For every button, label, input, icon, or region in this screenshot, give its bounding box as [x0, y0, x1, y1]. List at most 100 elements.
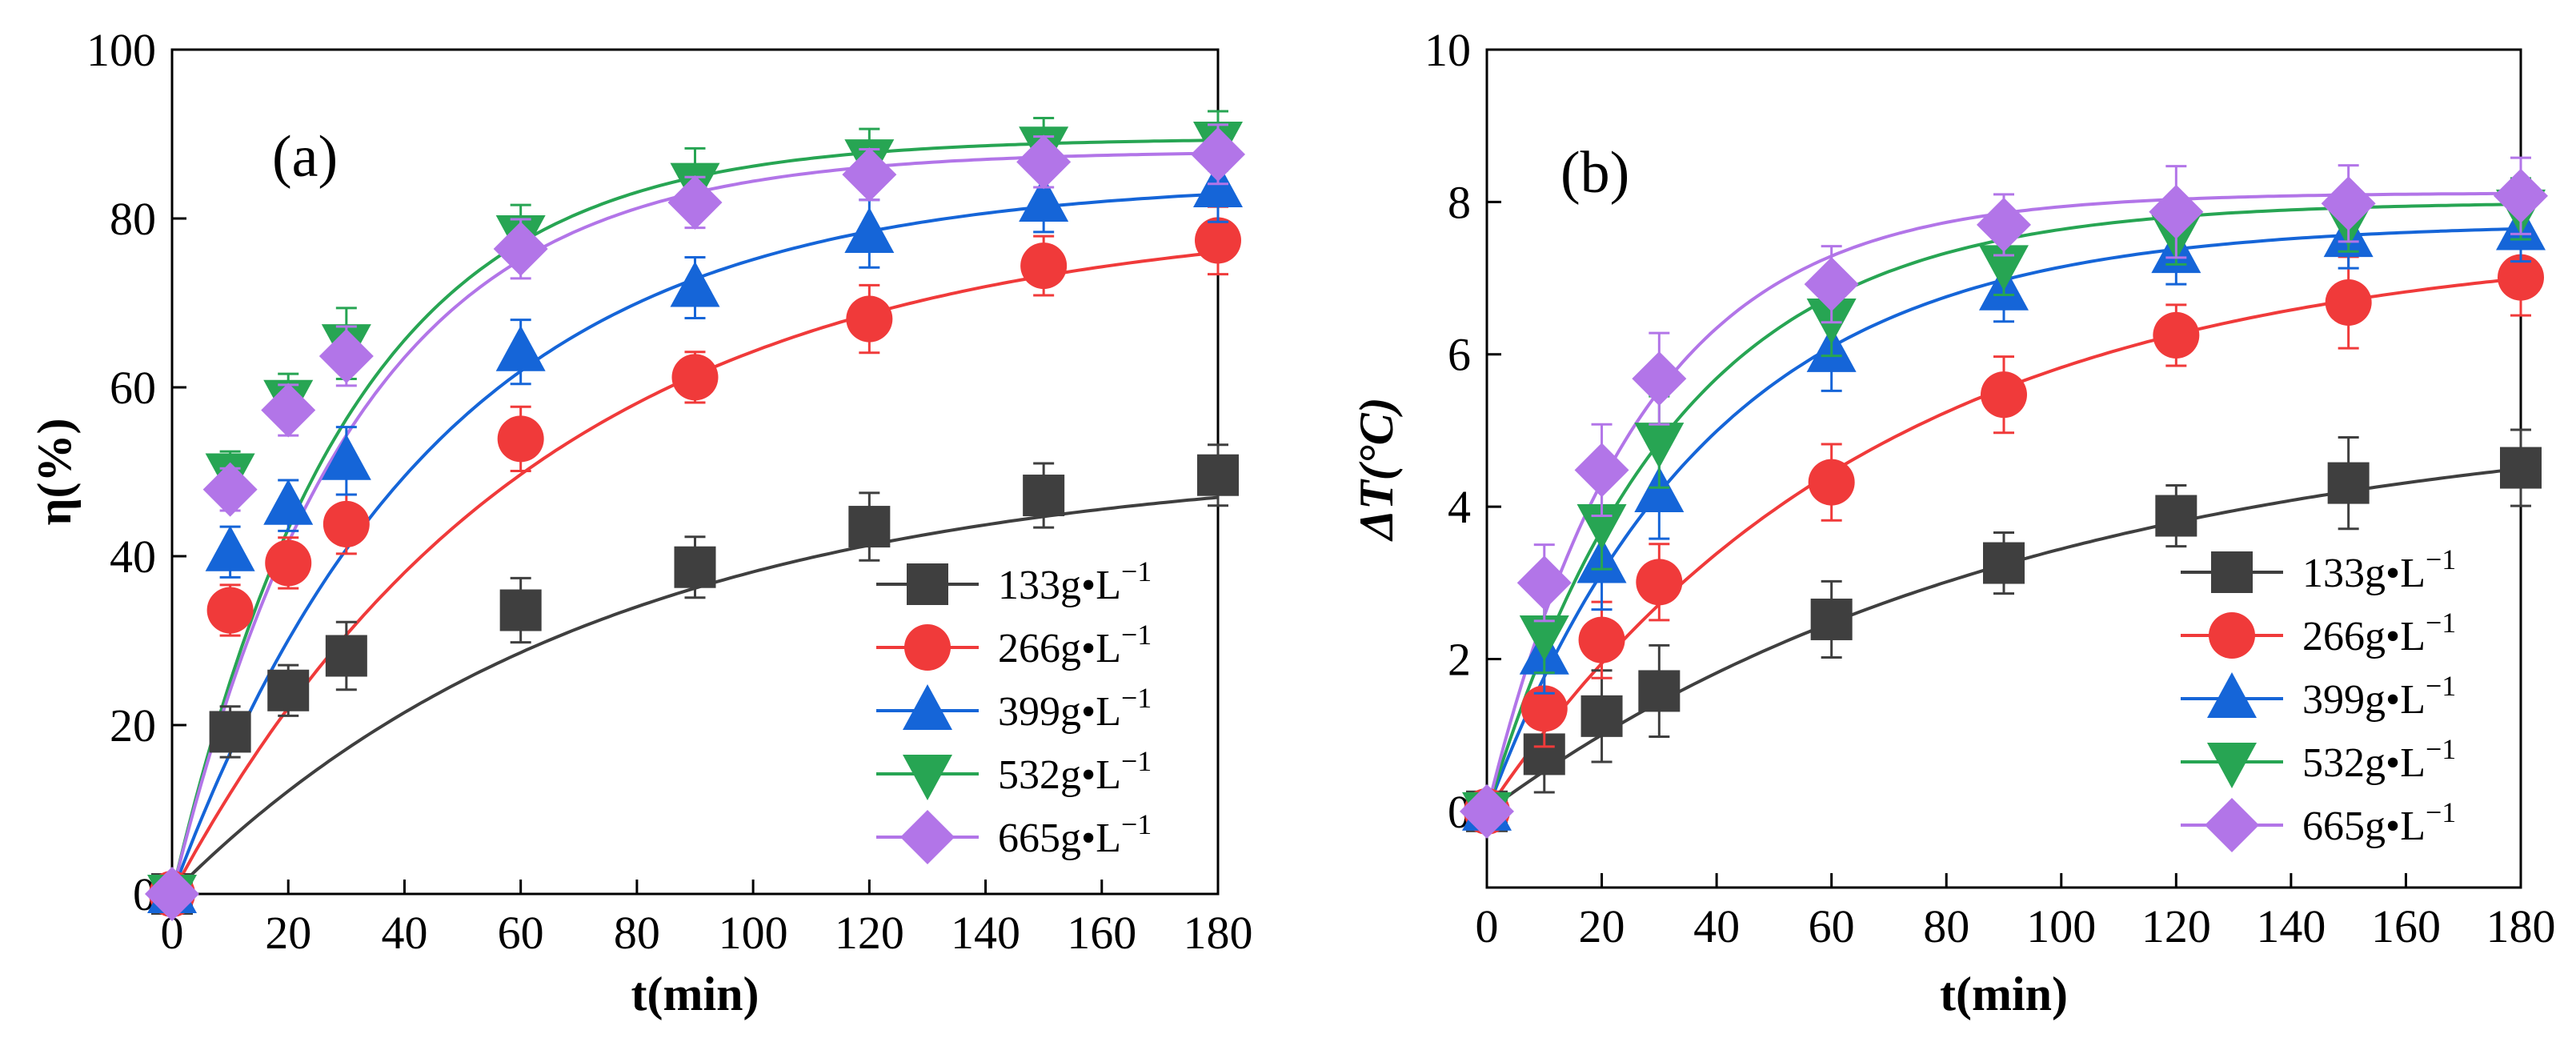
data-point	[842, 147, 897, 202]
legend-label-sup: −1	[1121, 745, 1152, 777]
legend-label-sup: −1	[2426, 796, 2456, 828]
data-point	[1197, 454, 1239, 496]
data-point	[674, 546, 716, 588]
x-axis-label: t(min)	[631, 968, 759, 1020]
y-tick-label: 40	[110, 531, 156, 583]
data-point	[1632, 351, 1687, 407]
legend-label-main: 532g•L	[2302, 740, 2426, 786]
data-point	[1195, 217, 1241, 264]
y-tick-label: 60	[110, 362, 156, 414]
legend-item: 133g•L−1	[876, 555, 1152, 608]
data-point	[1634, 466, 1685, 512]
legend-item: 532g•L−1	[876, 745, 1152, 800]
data-point	[321, 434, 371, 480]
legend-label-sup: −1	[2426, 607, 2456, 639]
chart-panel-a: 0 20 40 60 80 100 120 140 160 180020406080100t(mi…	[28, 24, 1253, 1020]
data-point	[2321, 176, 2376, 231]
panel-label-a: (a)	[272, 124, 338, 190]
data-point	[2153, 311, 2200, 359]
x-tick-label: 180	[2486, 900, 2556, 952]
data-point	[1016, 134, 1072, 190]
legend-label-sup: −1	[2426, 543, 2456, 575]
series-665	[145, 123, 1245, 921]
data-point	[1804, 257, 1859, 312]
legend-item: 665g•L−1	[876, 808, 1152, 864]
legend-label: 532g•L−1	[2302, 733, 2456, 786]
legend-label: 399g•L−1	[2302, 670, 2456, 723]
y-tick-label: 8	[1448, 176, 1471, 228]
x-tick-label: 60	[498, 907, 544, 959]
data-point	[2498, 254, 2544, 301]
legend-marker	[2207, 672, 2257, 718]
x-tick-label: 20	[265, 907, 311, 959]
data-point	[1979, 245, 2029, 291]
legend-marker	[2207, 743, 2257, 788]
legend-item: 266g•L−1	[2181, 607, 2456, 659]
legend-marker	[2209, 612, 2255, 659]
legend-item: 133g•L−1	[2181, 543, 2456, 596]
data-point	[1983, 542, 2025, 584]
x-tick-label: 160	[1067, 907, 1136, 959]
legend-item: 665g•L−1	[2181, 796, 2456, 852]
y-tick-label: 10	[1424, 24, 1471, 76]
x-tick-label: 60	[1809, 900, 1855, 952]
data-point	[1023, 475, 1065, 517]
legend-label-main: 266g•L	[998, 626, 1121, 671]
legend-marker	[903, 684, 952, 730]
data-point	[209, 711, 251, 753]
data-point	[1977, 197, 2031, 252]
data-point	[1516, 555, 1572, 611]
legend-marker	[2211, 551, 2253, 593]
data-point	[2500, 447, 2542, 489]
x-tick-label: 20	[1579, 900, 1625, 952]
data-point	[1020, 242, 1068, 290]
data-point	[844, 206, 895, 253]
data-point	[267, 669, 310, 711]
legend-marker	[904, 624, 951, 671]
data-point	[265, 539, 312, 587]
legend-item: 399g•L−1	[876, 682, 1152, 735]
legend-label: 665g•L−1	[998, 808, 1152, 861]
legend-label: 266g•L−1	[2302, 607, 2456, 659]
data-point	[1578, 616, 1625, 663]
legend-label: 399g•L−1	[998, 682, 1152, 735]
data-point	[671, 354, 719, 401]
x-tick-label: 40	[381, 907, 427, 959]
data-point	[325, 635, 367, 677]
data-point	[1460, 784, 1514, 839]
data-point	[1576, 504, 1627, 551]
legend-marker	[903, 755, 952, 800]
y-tick-label: 100	[86, 24, 156, 76]
data-point	[1191, 126, 1245, 182]
series-266	[149, 205, 1241, 917]
data-point	[263, 479, 314, 525]
data-point	[2149, 184, 2204, 239]
legend-label-sup: −1	[1121, 619, 1152, 651]
data-point	[1634, 423, 1685, 469]
data-point	[1810, 598, 1853, 640]
data-point	[493, 221, 548, 276]
legend-label-sup: −1	[1121, 682, 1152, 714]
x-tick-label: 120	[835, 907, 904, 959]
legend-marker	[900, 810, 955, 864]
legend-label-sup: −1	[1121, 808, 1152, 840]
data-point	[202, 462, 258, 517]
legend-label: 532g•L−1	[998, 745, 1152, 798]
y-tick-label: 2	[1448, 633, 1471, 685]
legend-marker	[907, 563, 948, 605]
legend-label-main: 665g•L	[998, 816, 1121, 861]
x-axis-label: t(min)	[1940, 968, 2068, 1020]
panel-label-b: (b)	[1560, 140, 1629, 206]
legend-item: 266g•L−1	[876, 619, 1152, 671]
legend-label-main: 532g•L	[998, 752, 1121, 798]
data-point	[323, 500, 370, 547]
data-point	[206, 587, 254, 634]
data-point	[2325, 279, 2372, 327]
data-point	[497, 415, 544, 463]
legend-label: 133g•L−1	[998, 555, 1152, 608]
legend-label-sup: −1	[1121, 555, 1152, 587]
data-point	[1574, 443, 1629, 498]
legend-label-main: 665g•L	[2302, 804, 2426, 849]
x-tick-label: 80	[614, 907, 660, 959]
